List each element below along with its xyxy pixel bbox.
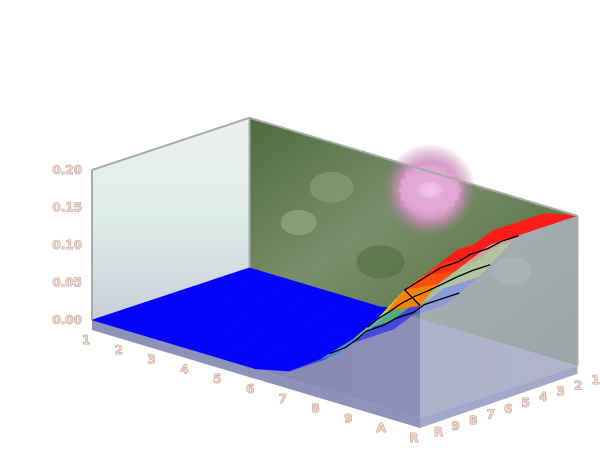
surface-front-skirt [92,305,420,418]
contour-line [367,264,491,328]
floor-front-edge [92,320,420,428]
clover-petal [441,178,460,190]
clover-petal [405,193,421,208]
x-tick-label: 8 [311,402,319,416]
x-tick-label: 2 [115,343,123,357]
y-tick-label: 5 [522,396,530,410]
x-axis-ticks: 1 2 3 4 5 6 7 8 9 A R [82,333,419,446]
x-tick-label: 7 [279,392,287,406]
contour-line [403,235,519,306]
y-tick-label: 9 [452,419,460,433]
foliage-blotch [356,245,405,279]
y-tick-label: 3 [557,384,565,398]
x-tick-label: 1 [82,333,90,347]
y-tick-label: 1 [592,373,600,387]
z-axis-ticks: 0.00 0.05 0.10 0.15 0.20 [52,163,82,328]
y-tick-label: 6 [504,402,512,416]
clover-petal [439,193,455,208]
x-tick-label: R [409,431,418,445]
clover-petal [428,196,439,215]
z-tick-label: 0.05 [52,276,82,290]
surface-right-skirt [420,215,578,418]
foliage-blotch [280,209,317,236]
x-tick-label: 4 [180,362,188,376]
y-tick-label: 2 [574,379,582,393]
z-tick-label: 0.20 [52,163,82,177]
clover-petal [405,172,421,187]
z-tick-label: 0.10 [52,238,82,252]
y-tick-label: R [434,425,443,439]
x-tick-label: A [377,421,387,435]
z-tick-label: 0.15 [52,201,82,215]
y-tick-label: 4 [539,390,547,404]
foliage-blotch [309,171,354,203]
y-tick-label: 7 [487,408,495,422]
y-tick-label: 8 [469,413,477,427]
clover-flower-icon [383,143,476,236]
z-tick-label: 0.00 [52,313,82,327]
x-tick-label: 3 [147,353,155,367]
floor-right-edge [420,365,578,428]
x-tick-label: 9 [344,411,352,425]
box-frame [91,116,579,366]
x-tick-label: 5 [213,372,221,386]
contour-line [329,292,460,355]
clover-petal [439,172,455,187]
contour-lines [329,235,519,355]
x-tick-label: 6 [246,382,254,396]
